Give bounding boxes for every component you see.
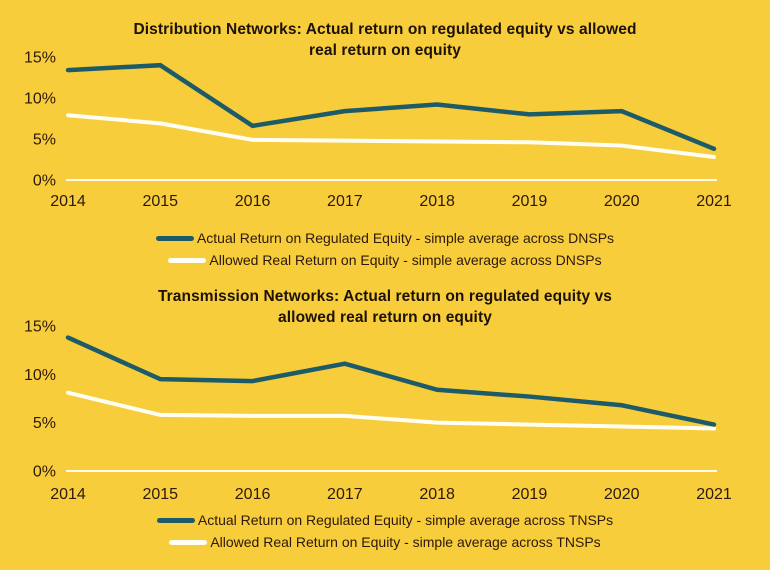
x-axis-tick-label: 2015 — [142, 486, 178, 503]
legend-item-actual: Actual Return on Regulated Equity - simp… — [155, 227, 615, 249]
x-axis-tick-label: 2014 — [50, 486, 86, 503]
transmission-plot-area: 15% 10% 5% 0% 2014 2015 2016 2017 2018 2019 2020 20… — [24, 319, 732, 504]
x-axis-tick-label: 2014 — [50, 193, 86, 210]
y-axis-tick-label: 10% — [24, 367, 56, 384]
x-axis-tick-label: 2016 — [235, 193, 271, 210]
x-axis-tick-label: 2015 — [142, 193, 178, 210]
title-line-2: allowed real return on equity — [278, 309, 492, 326]
x-axis-tick-label: 2016 — [235, 486, 271, 503]
legend-label-actual: Actual Return on Regulated Equity - simp… — [197, 512, 614, 528]
actual-return-line — [65, 335, 717, 427]
actual-return-line — [65, 62, 717, 152]
allowed-return-line — [66, 390, 716, 431]
actual-return-line-swatch — [156, 517, 195, 523]
transmission-chart: Transmission Networks: Actual return on … — [0, 272, 770, 570]
x-axis-tick-label: 2020 — [604, 486, 640, 503]
legend-item-allowed: Allowed Real Return on Equity - simple a… — [168, 249, 602, 271]
legend-item-actual: Actual Return on Regulated Equity - simp… — [156, 509, 614, 531]
transmission-chart-title: Transmission Networks: Actual return on … — [0, 286, 770, 328]
legend-item-allowed: Allowed Real Return on Equity - simple a… — [169, 531, 601, 553]
legend-label-actual: Actual Return on Regulated Equity - simp… — [196, 230, 615, 246]
distribution-chart-title: Distribution Networks: Actual return on … — [0, 19, 770, 61]
allowed-return-line-swatch — [168, 257, 207, 263]
title-line-1: Transmission Networks: Actual return on … — [157, 288, 613, 305]
x-axis-tick-label: 2018 — [419, 486, 455, 503]
x-axis-tick-label: 2020 — [604, 193, 640, 210]
allowed-return-line — [66, 113, 716, 160]
x-axis-tick-label: 2018 — [419, 193, 455, 210]
title-line-2: real return on equity — [309, 42, 461, 59]
legend-label-allowed: Allowed Real Return on Equity - simple a… — [210, 534, 601, 550]
legend-label-allowed: Allowed Real Return on Equity - simple a… — [209, 252, 602, 268]
x-axis-tick-label: 2017 — [327, 193, 363, 210]
x-axis-tick-label: 2017 — [327, 486, 363, 503]
y-axis-tick-label: 0% — [33, 173, 56, 190]
x-axis-tick-label: 2021 — [696, 486, 732, 503]
distribution-plot-area: 15% 10% 5% 0% 2014 2015 2016 2017 2018 2019 2020 20… — [24, 50, 732, 211]
transmission-legend: Actual Return on Regulated Equity - simp… — [0, 509, 770, 553]
allowed-return-line-swatch — [169, 539, 208, 545]
x-axis-tick-label: 2019 — [512, 193, 548, 210]
actual-return-line-swatch — [155, 235, 194, 241]
y-axis-tick-label: 5% — [33, 415, 56, 432]
y-axis-tick-label: 15% — [24, 319, 56, 336]
distribution-chart: Distribution Networks: Actual return on … — [0, 0, 770, 272]
distribution-legend: Actual Return on Regulated Equity - simp… — [0, 227, 770, 271]
y-axis-tick-label: 10% — [24, 91, 56, 108]
x-axis-tick-label: 2019 — [512, 486, 548, 503]
x-axis-tick-label: 2021 — [696, 193, 732, 210]
title-line-1: Distribution Networks: Actual return on … — [133, 21, 637, 38]
y-axis-tick-label: 0% — [33, 464, 56, 481]
y-axis-tick-label: 5% — [33, 132, 56, 149]
y-axis-tick-label: 15% — [24, 50, 56, 67]
